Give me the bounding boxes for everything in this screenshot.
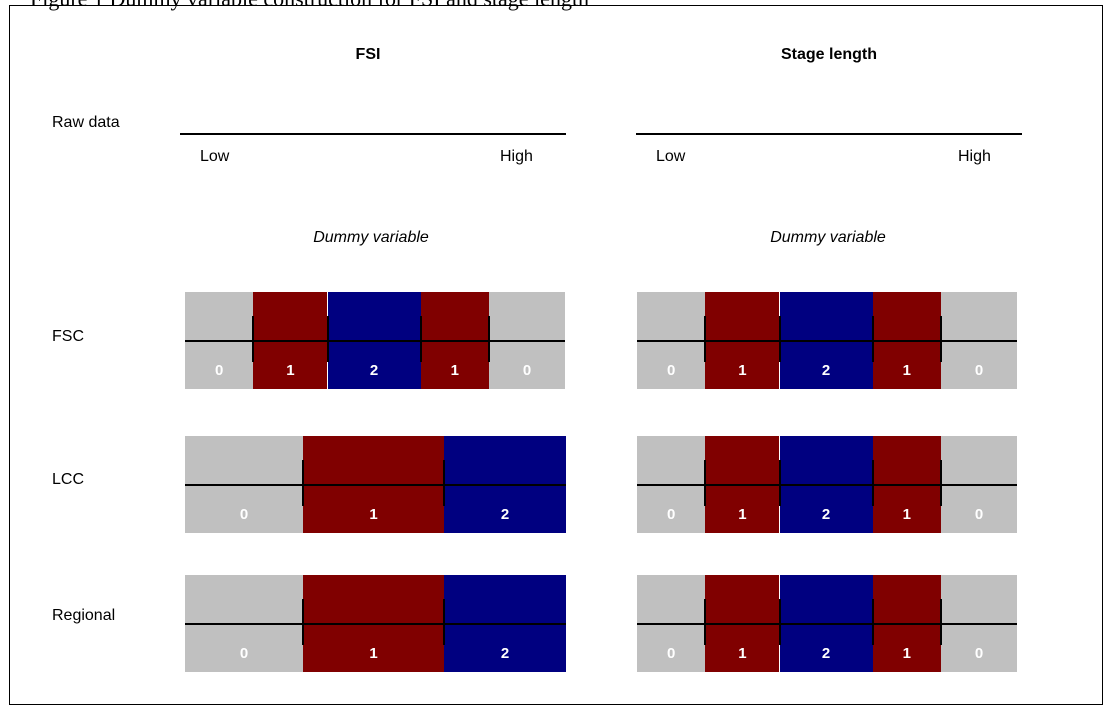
segment-boundary-tick (778, 316, 781, 362)
segment-boundary-tick (443, 599, 446, 645)
dummy-strip-fsc-stage-length: 0 1 2 1 0 (637, 292, 1017, 389)
dummy-strip-regional-stage-length: 0 1 2 1 0 (637, 575, 1017, 672)
dummy-strip-fsc-fsi: 0 1 2 1 0 (185, 292, 565, 389)
segment-boundary-tick (704, 599, 707, 645)
dummy-variable-label-stage-length: Dummy variable (770, 229, 886, 246)
dummy-value-label: 1 (450, 362, 459, 379)
dummy-value-label: 0 (239, 506, 249, 523)
dummy-value-label: 0 (667, 362, 676, 379)
dummy-value-label: 0 (974, 362, 984, 379)
raw-low-label-fsi: Low (200, 148, 230, 165)
dummy-value-label: 2 (821, 506, 831, 523)
dummy-value-label: 2 (821, 645, 831, 662)
row-label-raw-data: Raw data (52, 114, 120, 131)
segment-boundary-tick (419, 316, 422, 362)
raw-data-scale-stage-length (636, 133, 1022, 135)
segment-boundary-tick (326, 316, 329, 362)
segment-boundary-tick (704, 460, 707, 506)
dummy-axis-line (637, 623, 1017, 625)
dummy-value-label: 0 (522, 362, 532, 379)
segment-boundary-tick (302, 599, 305, 645)
raw-high-label-stage-length: High (958, 148, 991, 165)
segment-boundary-tick (252, 316, 255, 362)
dummy-value-label: 1 (369, 506, 378, 523)
dummy-value-label: 2 (821, 362, 831, 379)
dummy-value-label: 1 (902, 645, 911, 662)
segment-boundary-tick (778, 460, 781, 506)
dummy-axis-line (185, 623, 566, 625)
dummy-value-label: 0 (239, 645, 249, 662)
dummy-value-label: 1 (738, 506, 747, 523)
segment-boundary-tick (871, 460, 874, 506)
dummy-value-label: 1 (902, 362, 911, 379)
dummy-value-label: 1 (738, 362, 747, 379)
dummy-strip-lcc-stage-length: 0 1 2 1 0 (637, 436, 1017, 533)
dummy-strip-lcc-fsi: 0 1 2 (185, 436, 566, 533)
raw-high-label-fsi: High (500, 148, 533, 165)
row-label-fsc: FSC (52, 328, 84, 345)
dummy-value-label: 1 (902, 506, 911, 523)
segment-boundary-tick (940, 460, 942, 506)
segment-boundary-tick (940, 599, 942, 645)
column-header-stage-length: Stage length (780, 46, 877, 63)
dummy-value-label: 2 (369, 362, 379, 379)
dummy-value-label: 2 (500, 645, 510, 662)
segment-boundary-tick (704, 316, 707, 362)
dummy-value-label: 1 (369, 645, 378, 662)
dummy-strip-regional-fsi: 0 1 2 (185, 575, 566, 672)
segment-boundary-tick (488, 316, 490, 362)
raw-low-label-stage-length: Low (656, 148, 686, 165)
dummy-axis-line (185, 484, 566, 486)
row-label-lcc: LCC (52, 471, 85, 488)
row-label-regional: Regional (52, 607, 116, 624)
column-header-fsi: FSI (355, 46, 381, 63)
segment-boundary-tick (871, 599, 874, 645)
dummy-value-label: 2 (500, 506, 510, 523)
dummy-axis-line (637, 340, 1017, 342)
dummy-value-label: 0 (667, 645, 676, 662)
dummy-value-label: 0 (974, 645, 984, 662)
dummy-value-label: 0 (215, 362, 224, 379)
segment-boundary-tick (443, 460, 446, 506)
segment-boundary-tick (871, 316, 874, 362)
segment-boundary-tick (302, 460, 305, 506)
dummy-value-label: 0 (667, 506, 676, 523)
dummy-value-label: 0 (974, 506, 984, 523)
dummy-value-label: 1 (286, 362, 295, 379)
raw-data-scale-fsi (180, 133, 566, 135)
dummy-variable-label-fsi: Dummy variable (313, 229, 429, 246)
segment-boundary-tick (778, 599, 781, 645)
dummy-value-label: 1 (738, 645, 747, 662)
dummy-axis-line (637, 484, 1017, 486)
dummy-axis-line (185, 340, 565, 342)
segment-boundary-tick (940, 316, 942, 362)
